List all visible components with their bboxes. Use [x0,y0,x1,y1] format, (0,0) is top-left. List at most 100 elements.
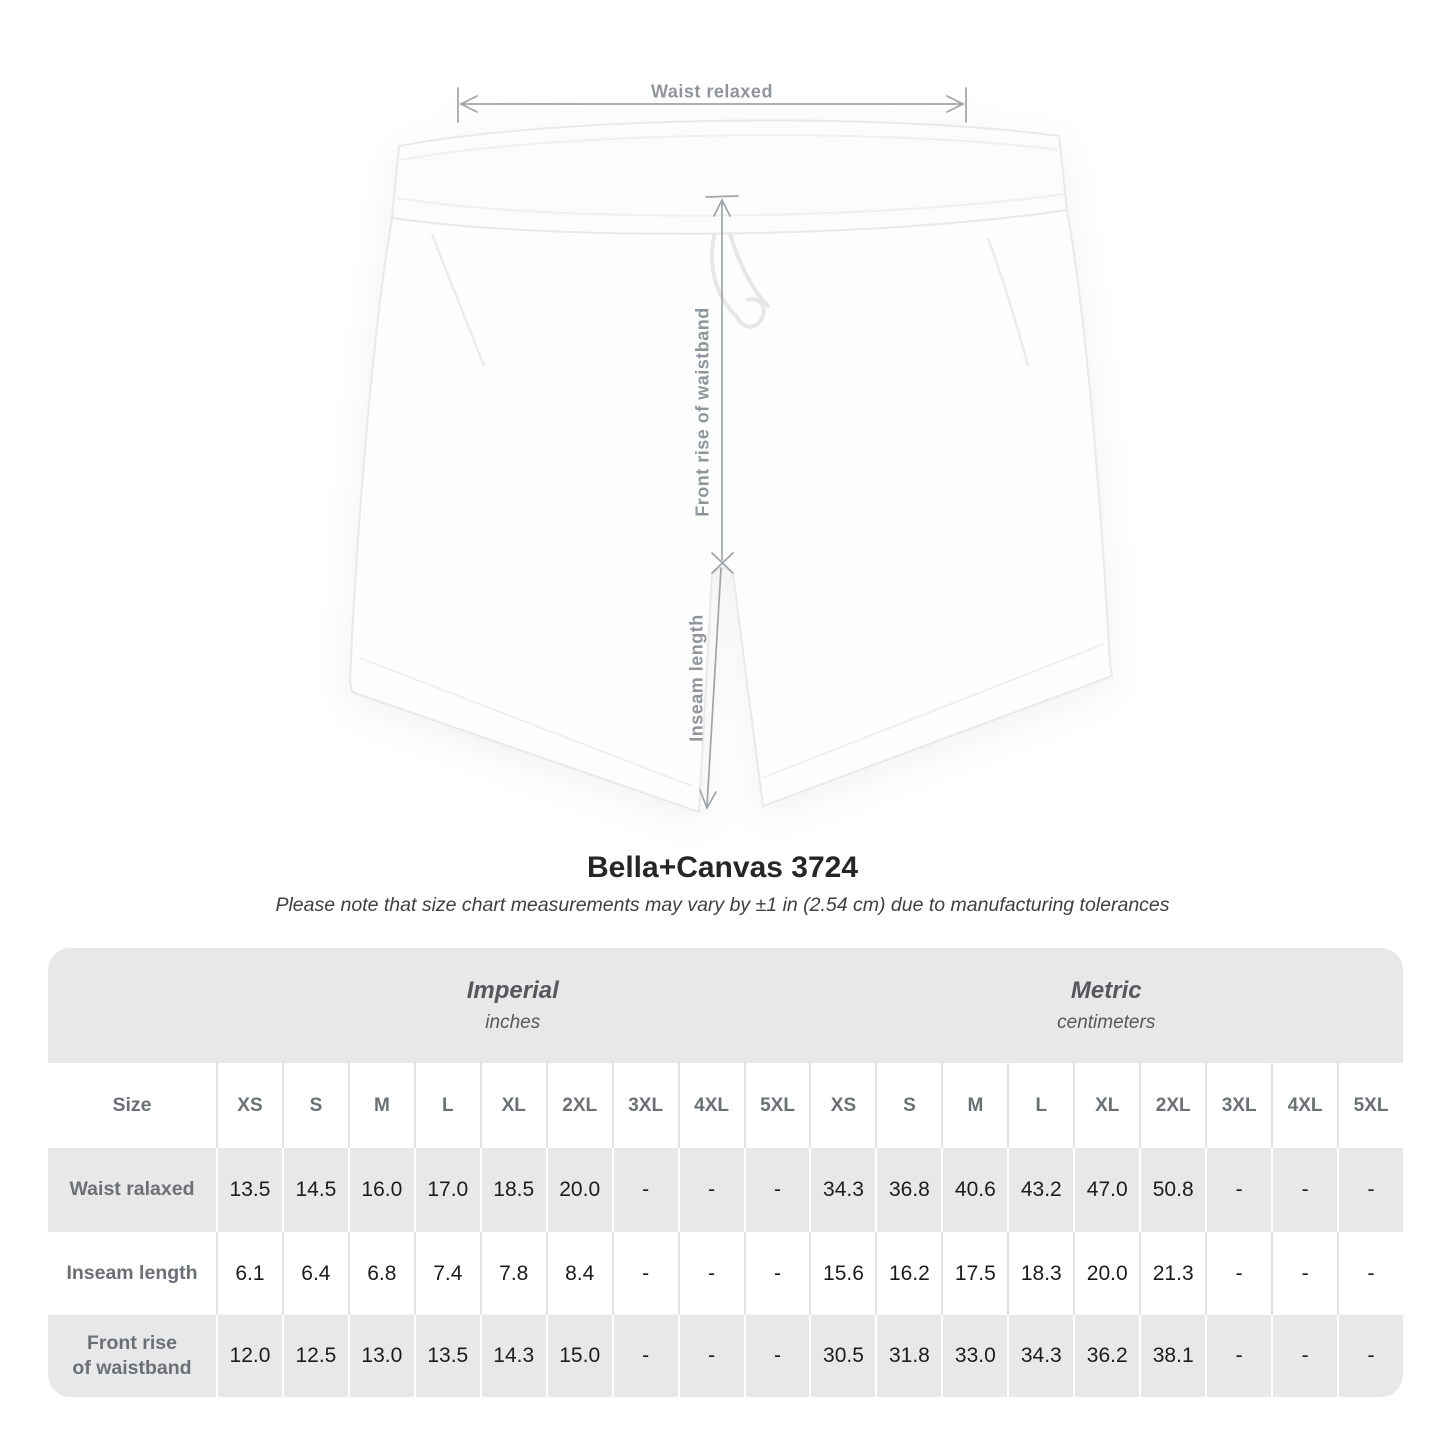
front-rise-dimension-line [705,195,739,574]
imperial-value-cell: 13.5 [413,1315,480,1397]
measurement-row-label: Inseam length [48,1232,216,1315]
imperial-value-cell: 15.0 [545,1315,612,1397]
left-pocket-seam [430,233,486,367]
inseam-length-label: Inseam length [686,614,707,742]
front-rise-label: Front rise of waistband [692,307,713,517]
waist-relaxed-label: Waist relaxed [651,81,773,102]
size-column-header-metric: 3XL [1205,1063,1272,1148]
unit-header-metric: Metric centimeters [809,948,1403,1063]
metric-value-cell: - [1205,1315,1272,1397]
imperial-value-cell: 7.4 [413,1232,480,1315]
metric-value-cell: 33.0 [941,1315,1008,1397]
imperial-value-cell: - [611,1315,678,1397]
size-column-header-metric: 2XL [1139,1063,1206,1148]
size-column-header-metric: S [875,1063,942,1148]
shorts-illustration [348,87,1114,814]
imperial-value-cell: - [743,1315,810,1397]
imperial-value-cell: - [743,1232,810,1315]
metric-value-cell: - [1337,1315,1403,1397]
metric-value-cell: 20.0 [1073,1232,1140,1315]
inseam-dimension-line [699,567,722,810]
metric-value-cell: 38.1 [1139,1315,1206,1397]
metric-value-cell: 30.5 [809,1315,876,1397]
imperial-value-cell: - [611,1148,678,1232]
shorts-body [348,208,1114,814]
size-column-header-imperial: 5XL [743,1063,810,1148]
metric-value-cell: 18.3 [1007,1232,1074,1315]
unit-header-spacer [48,948,216,1063]
size-column-header-metric: 4XL [1271,1063,1338,1148]
imperial-value-cell: - [743,1148,810,1232]
metric-value-cell: 31.8 [875,1315,942,1397]
size-chart-table: Imperial inches Metric centimeters Size X… [48,948,1403,1397]
imperial-label: Imperial [466,977,559,1004]
imperial-value-cell: 17.0 [413,1148,480,1232]
metric-value-cell: 43.2 [1007,1148,1074,1232]
metric-value-cell: - [1271,1315,1338,1397]
right-cuff-seam [761,643,1105,779]
imperial-value-cell: 8.4 [545,1232,612,1315]
imperial-value-cell: 14.3 [479,1315,546,1397]
imperial-value-cell: 14.5 [281,1148,348,1232]
imperial-unit-label: inches [485,1012,541,1033]
metric-value-cell: - [1337,1148,1403,1232]
imperial-value-cell: 7.8 [479,1232,546,1315]
imperial-value-cell: 16.0 [347,1148,414,1232]
right-pocket-seam [986,237,1030,367]
product-diagram: Waist relaxed Front rise of waistband In… [348,81,1114,814]
metric-value-cell: - [1271,1232,1338,1315]
imperial-value-cell: 6.8 [347,1232,414,1315]
size-column-header-imperial: L [413,1063,480,1148]
metric-value-cell: - [1205,1148,1272,1232]
metric-value-cell: 34.3 [1007,1315,1074,1397]
imperial-value-cell: - [677,1148,744,1232]
metric-label: Metric [1070,977,1142,1004]
left-cuff-seam [359,657,693,787]
drawstring-bow [710,232,770,329]
size-column-header-imperial: 4XL [677,1063,744,1148]
metric-value-cell: - [1271,1148,1338,1232]
waist-dimension-line [457,87,967,123]
imperial-value-cell: - [677,1315,744,1397]
imperial-value-cell: 6.1 [216,1232,282,1315]
metric-value-cell: 50.8 [1139,1148,1206,1232]
metric-unit-label: centimeters [1057,1012,1156,1033]
size-row-header: Size [48,1063,216,1148]
imperial-value-cell: 12.0 [216,1315,282,1397]
metric-value-cell: 15.6 [809,1232,876,1315]
imperial-value-cell: 6.4 [281,1232,348,1315]
size-column-header-metric: XS [809,1063,876,1148]
size-column-header-metric: L [1007,1063,1074,1148]
imperial-value-cell: - [677,1232,744,1315]
page-title: Bella+Canvas 3724 [586,851,859,884]
size-column-header-imperial: 3XL [611,1063,678,1148]
size-column-header-metric: M [941,1063,1008,1148]
measurement-row-label: Front rise of waistband [48,1315,216,1397]
tolerance-note: Please note that size chart measurements… [275,894,1170,916]
imperial-value-cell: 12.5 [281,1315,348,1397]
size-column-header-imperial: XS [216,1063,282,1148]
metric-value-cell: 17.5 [941,1232,1008,1315]
imperial-value-cell: - [611,1232,678,1315]
imperial-value-cell: 18.5 [479,1148,546,1232]
metric-value-cell: - [1205,1232,1272,1315]
size-column-header-imperial: M [347,1063,414,1148]
metric-value-cell: 34.3 [809,1148,876,1232]
size-column-header-imperial: 2XL [545,1063,612,1148]
metric-value-cell: - [1337,1232,1403,1315]
imperial-value-cell: 20.0 [545,1148,612,1232]
measurement-row-label: Waist ralaxed [48,1148,216,1232]
waistband-top-stitch [399,134,1059,161]
metric-value-cell: 40.6 [941,1148,1008,1232]
metric-value-cell: 21.3 [1139,1232,1206,1315]
metric-value-cell: 16.2 [875,1232,942,1315]
metric-value-cell: 36.8 [875,1148,942,1232]
size-column-header-imperial: S [281,1063,348,1148]
size-column-header-imperial: XL [479,1063,546,1148]
size-column-header-metric: XL [1073,1063,1140,1148]
shorts-waistband [390,119,1069,235]
size-column-header-metric: 5XL [1337,1063,1403,1148]
metric-value-cell: 47.0 [1073,1148,1140,1232]
imperial-value-cell: 13.0 [347,1315,414,1397]
